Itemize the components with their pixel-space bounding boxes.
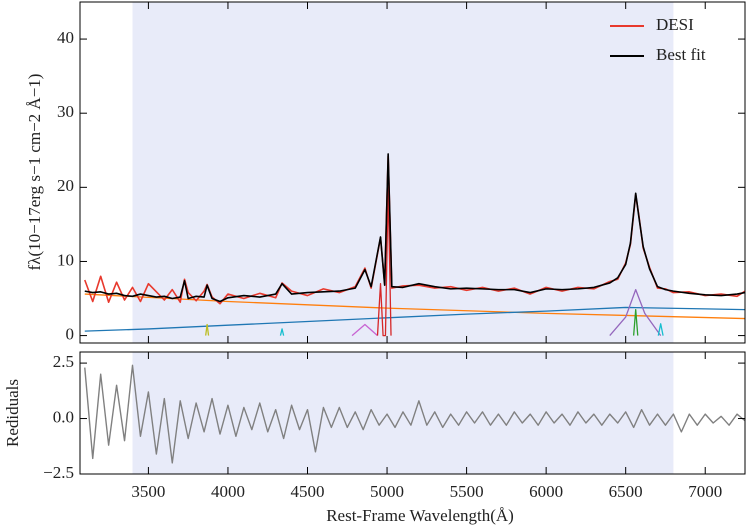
x-tick-label: 6500 (609, 482, 643, 501)
component-line (351, 323, 378, 337)
y-tick-label: 40 (57, 28, 74, 47)
x-axis-label: Rest-Frame Wavelength(Å) (326, 506, 514, 525)
fit-region (132, 2, 674, 343)
y-tick-label: 2.5 (53, 352, 74, 371)
y-tick-label: −2.5 (43, 463, 74, 482)
y-tick-label: 10 (57, 250, 74, 269)
x-tick-label: 6000 (529, 482, 563, 501)
axes-frame (79, 351, 746, 475)
x-tick-label: 3500 (131, 482, 165, 501)
legend-label: DESI (656, 15, 694, 34)
spectrum-line (84, 153, 745, 303)
component-line (376, 186, 392, 337)
component-line (609, 288, 662, 337)
y-tick-label: 30 (57, 102, 74, 121)
y-axis-label: fλ(10−17erg s−1 cm−2 Å−1) (25, 74, 44, 271)
x-tick-label: 5500 (450, 482, 484, 501)
component-line (657, 323, 664, 336)
y-tick-label: 20 (57, 176, 74, 195)
x-tick-label: 7000 (688, 482, 722, 501)
plot-area (84, 153, 745, 337)
y-axis-label: Rediduals (3, 379, 22, 447)
component-line (279, 328, 285, 336)
y-tick-label: 0.0 (53, 407, 74, 426)
legend-label: Best fit (656, 45, 706, 64)
component-line (84, 306, 745, 332)
component-line (632, 308, 639, 336)
spectrum-line (84, 364, 745, 464)
x-tick-label: 5000 (370, 482, 404, 501)
x-tick-label: 4000 (211, 482, 245, 501)
x-tick-label: 4500 (291, 482, 325, 501)
y-tick-label: 0 (66, 324, 75, 343)
axes-frame (79, 1, 746, 344)
plot-area (84, 364, 745, 464)
component-line (205, 323, 210, 336)
